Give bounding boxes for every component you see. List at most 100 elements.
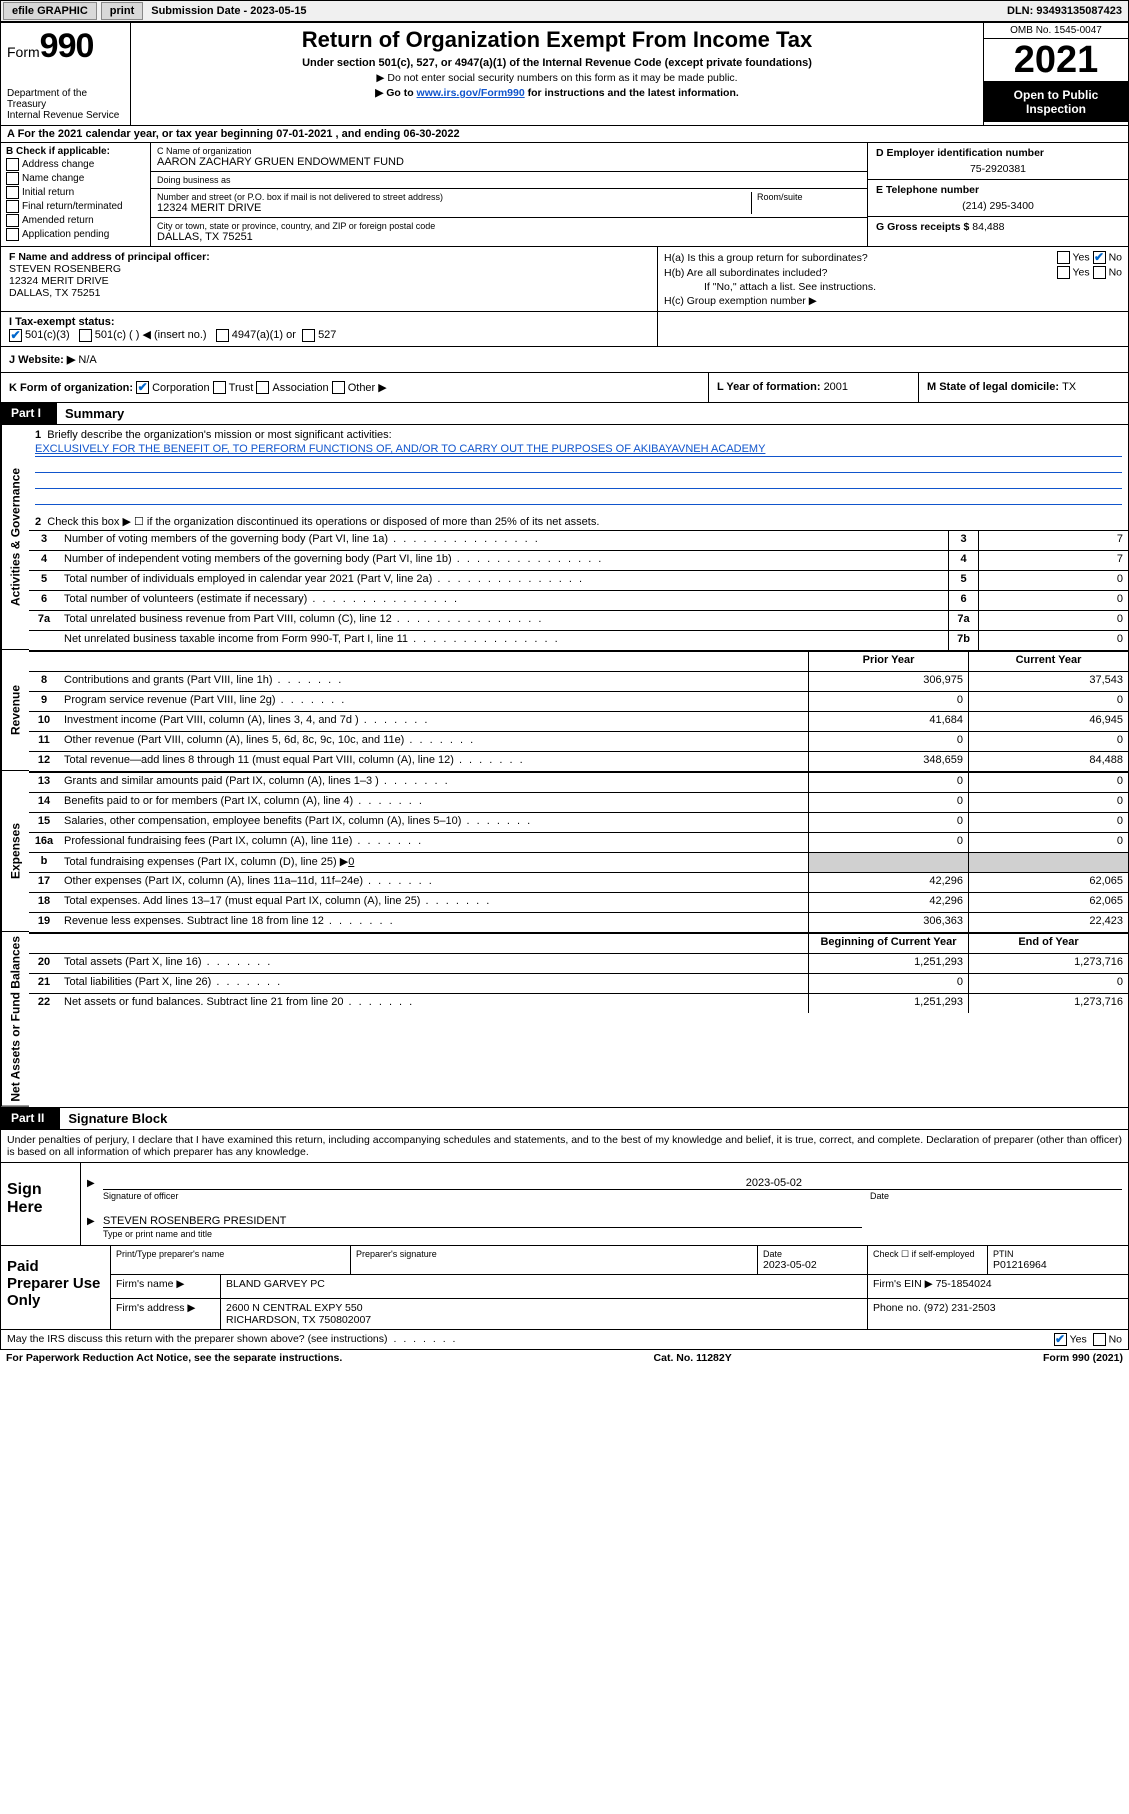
subtitle-1: Under section 501(c), 527, or 4947(a)(1)… (141, 57, 973, 69)
efile-button[interactable]: efile GRAPHIC (3, 2, 97, 20)
form-title: Return of Organization Exempt From Incom… (141, 27, 973, 53)
form-header: Form990 Department of the Treasury Inter… (1, 23, 1128, 126)
chk-4947[interactable] (216, 329, 229, 342)
form-number: Form990 (7, 27, 124, 66)
may-yes[interactable]: ✔ (1054, 1333, 1067, 1346)
chk-trust[interactable] (213, 381, 226, 394)
chk-501c3[interactable]: ✔ (9, 329, 22, 342)
line-22: 22 Net assets or fund balances. Subtract… (29, 993, 1128, 1013)
rowa-end: 06-30-2022 (403, 128, 459, 140)
chk-other[interactable] (332, 381, 345, 394)
g-gross: G Gross receipts $ 84,488 (868, 217, 1128, 237)
prep-row-1: Print/Type preparer's name Preparer's si… (111, 1246, 1128, 1275)
line-15: 15 Salaries, other compensation, employe… (29, 812, 1128, 832)
prep-row-3: Firm's address ▶ 2600 N CENTRAL EXPY 550… (111, 1299, 1128, 1329)
sign-body: 2023-05-02 Signature of officer Date STE… (81, 1163, 1128, 1245)
sub3-post: for instructions and the latest informat… (525, 87, 739, 99)
footer-final: For Paperwork Reduction Act Notice, see … (0, 1350, 1129, 1366)
row-l: L Year of formation: 2001 (708, 373, 918, 403)
cat-no: Cat. No. 11282Y (654, 1352, 732, 1364)
year-formation: 2001 (824, 381, 848, 393)
may-no[interactable] (1093, 1333, 1106, 1346)
firm-ein: 75-1854024 (936, 1278, 992, 1290)
hb-yes[interactable] (1057, 266, 1070, 279)
form-rev: Form 990 (2021) (1043, 1352, 1123, 1364)
org-name: AARON ZACHARY GRUEN ENDOWMENT FUND (157, 156, 861, 168)
line-10: 10 Investment income (Part VIII, column … (29, 711, 1128, 731)
city-state-zip: DALLAS, TX 75251 (157, 231, 861, 243)
opt-initial-return[interactable]: Initial return (6, 186, 145, 199)
sig-row-1b: Signature of officer Date (87, 1189, 1122, 1201)
dept-treasury: Department of the Treasury (7, 88, 124, 110)
ein-label: D Employer identification number (876, 147, 1120, 159)
ha-yes[interactable] (1057, 251, 1070, 264)
print-button[interactable]: print (101, 2, 143, 20)
officer-name-title: STEVEN ROSENBERG PRESIDENT (103, 1215, 862, 1227)
rowa-begin: 07-01-2021 (276, 128, 332, 140)
paid-body: Print/Type preparer's name Preparer's si… (111, 1246, 1128, 1329)
firm-addr2: RICHARDSON, TX 750802007 (226, 1314, 371, 1326)
r1c2: Preparer's signature (356, 1249, 752, 1259)
chk-corp[interactable]: ✔ (136, 381, 149, 394)
k-label: K Form of organization: (9, 382, 133, 394)
line-11: 11 Other revenue (Part VIII, column (A),… (29, 731, 1128, 751)
prep-row-2: Firm's name ▶ BLAND GARVEY PC Firm's EIN… (111, 1275, 1128, 1299)
firm-phone: (972) 231-2503 (924, 1302, 996, 1314)
hdr-prior: Prior Year (808, 652, 968, 671)
opt-name-change[interactable]: Name change (6, 172, 145, 185)
hb-no[interactable] (1093, 266, 1106, 279)
r3c3: Phone no. (873, 1302, 921, 1314)
line-21: 21 Total liabilities (Part X, line 26) 0… (29, 973, 1128, 993)
line-9: 9 Program service revenue (Part VIII, li… (29, 691, 1128, 711)
sig-officer-line: Signature of officer (103, 1189, 862, 1201)
may-text: May the IRS discuss this return with the… (7, 1333, 388, 1345)
sign-here-block: Sign Here 2023-05-02 Signature of office… (1, 1163, 1128, 1246)
col-headers-1: Prior Year Current Year (29, 651, 1128, 671)
dln-value: 93493135087423 (1036, 5, 1122, 17)
part-ii-header: Part II Signature Block (1, 1107, 1128, 1130)
hc-text: H(c) Group exemption number ▶ (664, 295, 817, 307)
f-label: F Name and address of principal officer: (9, 251, 210, 263)
r1c4: Check ☐ if self-employed (873, 1249, 982, 1260)
vlabel-governance: Activities & Governance (1, 425, 29, 650)
paid-preparer-block: Paid Preparer Use Only Print/Type prepar… (1, 1246, 1128, 1330)
part-i-title: Summary (57, 403, 132, 424)
vlabel-expenses: Expenses (1, 771, 29, 932)
line-16a: 16a Professional fundraising fees (Part … (29, 832, 1128, 852)
c-name-lbl: C Name of organization (157, 146, 861, 156)
line-17: 17 Other expenses (Part IX, column (A), … (29, 872, 1128, 892)
mission-blank2 (35, 475, 1122, 489)
section-bcdefg: B Check if applicable: Address change Na… (1, 143, 1128, 247)
opt-amended-return[interactable]: Amended return (6, 214, 145, 227)
sig-row-1: 2023-05-02 (87, 1177, 1122, 1189)
r1c5: PTIN (993, 1249, 1123, 1259)
i-label: I Tax-exempt status: (9, 316, 115, 328)
chk-527[interactable] (302, 329, 315, 342)
q1-label: Briefly describe the organization's miss… (47, 429, 391, 441)
hb-note: If "No," attach a list. See instructions… (664, 281, 1122, 293)
tax-year: 2021 (984, 39, 1128, 82)
line-3: 3 Number of voting members of the govern… (29, 530, 1128, 550)
opt-application-pending[interactable]: Application pending (6, 228, 145, 241)
opt-address-change[interactable]: Address change (6, 158, 145, 171)
part-ii-title: Signature Block (60, 1108, 175, 1129)
hdr-current: Current Year (968, 652, 1128, 671)
chk-assoc[interactable] (256, 381, 269, 394)
officer-addr1: 12324 MERIT DRIVE (9, 275, 109, 287)
chk-501c[interactable] (79, 329, 92, 342)
gross-label: G Gross receipts $ (876, 221, 972, 233)
omb-number: OMB No. 1545-0047 (984, 23, 1128, 39)
row-i: I Tax-exempt status: ✔501(c)(3) 501(c) (… (1, 312, 1128, 347)
sig-row-2b: Type or print name and title (87, 1227, 1122, 1239)
e-telephone: E Telephone number (214) 295-3400 (868, 180, 1128, 217)
line-2: 2 Check this box ▶ ☐ if the organization… (29, 507, 1128, 530)
row-k: K Form of organization: ✔Corporation Tru… (1, 373, 708, 403)
col-f: F Name and address of principal officer:… (1, 247, 658, 311)
vlabel-revenue: Revenue (1, 650, 29, 771)
line-19: 19 Revenue less expenses. Subtract line … (29, 912, 1128, 932)
opt-final-return[interactable]: Final return/terminated (6, 200, 145, 213)
submission-date: Submission Date - 2023-05-15 (145, 3, 312, 19)
irs-link[interactable]: www.irs.gov/Form990 (417, 87, 525, 99)
caret-icon (87, 1177, 103, 1189)
ha-no[interactable]: ✔ (1093, 251, 1106, 264)
